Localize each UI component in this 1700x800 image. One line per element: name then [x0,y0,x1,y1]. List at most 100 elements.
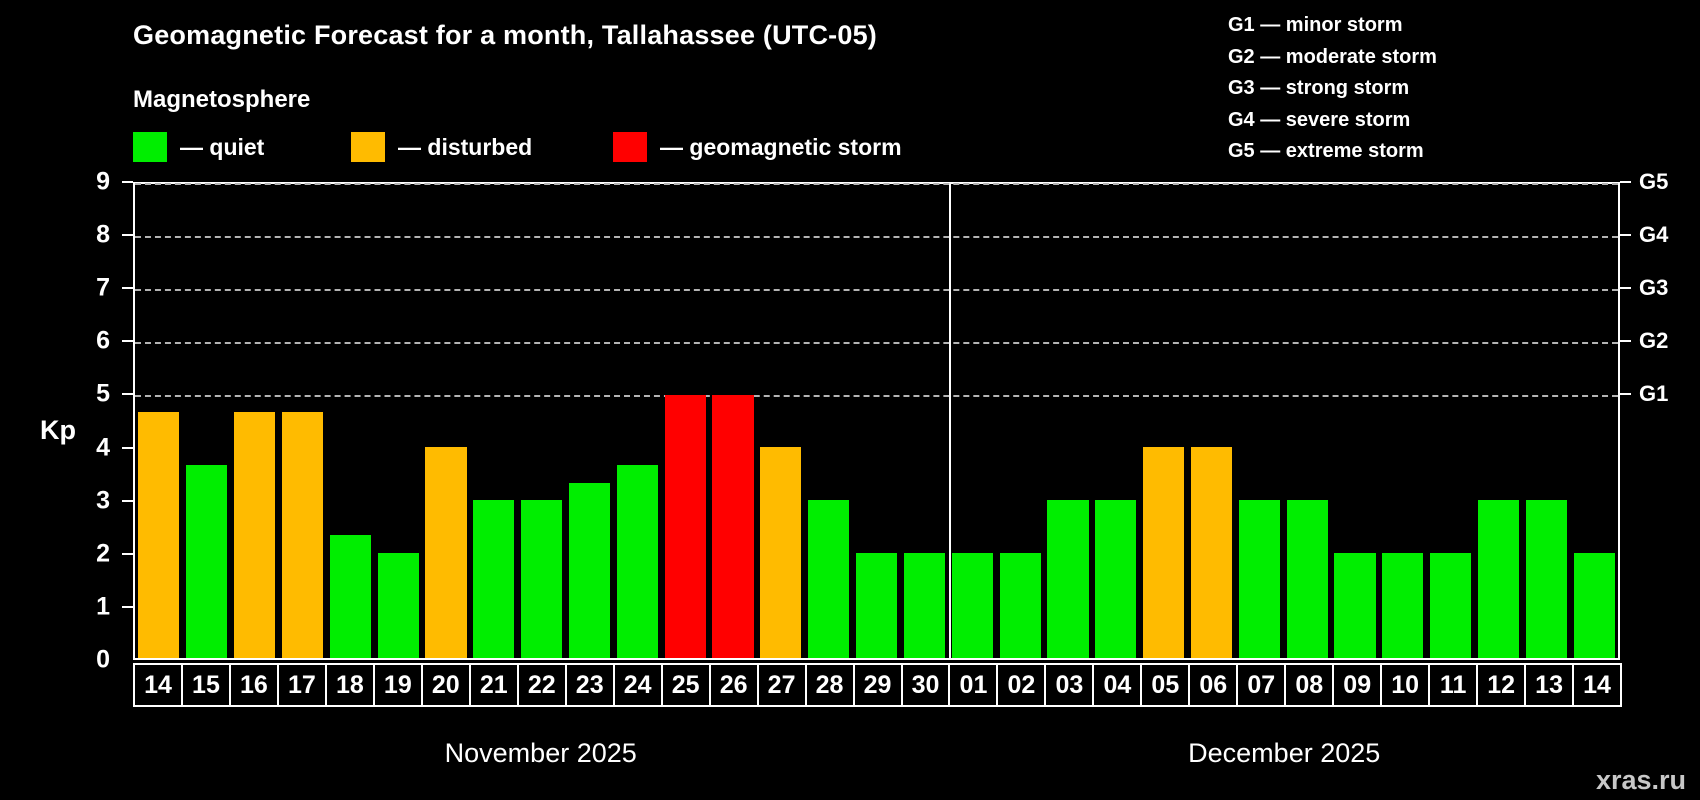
bar-cell [326,184,374,658]
date-label: 30 [911,670,940,699]
date-label: 23 [575,670,604,699]
date-label: 06 [1199,670,1228,699]
bar-cell [613,184,661,658]
date-cell-26: 26 [708,663,759,707]
g-label-G3: G3 [1639,275,1669,301]
y-tick-1 [122,605,133,608]
y-tick-label-0: 0 [96,645,110,674]
month-separator [949,184,952,658]
date-label: 13 [1535,670,1563,699]
bar-nov-17 [281,412,324,658]
bar-nov-25 [664,394,706,658]
gridline-kp-8 [135,236,1618,239]
legend-item-quiet: — quiet [133,130,264,164]
date-label: 01 [959,670,988,699]
y-tick-9 [122,181,133,183]
y-tick-label-9: 9 [96,167,110,196]
date-label: 12 [1487,670,1516,699]
g-label-G2: G2 [1639,328,1669,354]
date-cell-10: 10 [1380,663,1431,707]
date-axis: 14 15 16 17 18 19 20 21 22 23 24 25 26 27 28 29 30 01 02 03… [133,663,1623,707]
y-tick-label-2: 2 [96,539,110,568]
date-cell-12: 12 [1476,663,1527,707]
date-cell-02: 02 [996,663,1047,707]
bar-nov-28 [808,500,850,658]
g-scale-row-1: G1 — minor storm [1228,14,1403,36]
g-tick-G2 [1620,340,1631,343]
bar-nov-16 [234,412,276,658]
bar-nov-27 [760,447,802,658]
g-label-G4: G4 [1639,222,1669,248]
bar-cell [805,184,853,658]
date-label: 22 [527,670,556,699]
bar-dec-09 [1334,552,1376,658]
bar-nov-20 [425,447,467,658]
date-label: 17 [287,670,316,699]
g-scale-row-3: G3 — strong storm [1228,77,1410,99]
bar-nov-14 [138,412,180,658]
g-scale-row-2: G2 — moderate storm [1228,45,1437,68]
bar-nov-24 [616,464,658,658]
g-tick-G3 [1620,287,1631,290]
date-cell-23: 23 [564,663,615,707]
bar-nov-26 [712,394,754,658]
date-cell-04: 04 [1092,663,1143,707]
date-cell-08: 08 [1284,663,1335,707]
date-label: 26 [719,670,748,699]
bar-dec-14 [1573,552,1615,658]
date-label: 19 [383,670,412,699]
date-label: 27 [767,670,796,699]
gridline-kp-6 [135,342,1618,345]
bar-series [135,184,1618,658]
y-tick-3 [122,499,133,502]
date-cell-20: 20 [420,663,471,707]
bar-cell [374,184,422,658]
bar-cell [279,184,327,658]
g-tick-G1 [1620,393,1631,396]
g-label-G5: G5 [1639,169,1669,194]
bar-dec-04 [1095,500,1137,658]
legend-label-quiet: — quiet [180,133,265,160]
bar-cell [183,184,231,658]
month-label: December 2025 [1188,738,1381,768]
date-cell-16: 16 [228,663,279,707]
bar-cell [566,184,614,658]
date-cell-29: 29 [852,663,903,707]
date-label: 15 [192,670,220,699]
bar-dec-13 [1525,500,1567,658]
date-cell-03: 03 [1044,663,1095,707]
bar-cell [422,184,470,658]
bar-cell [901,184,949,658]
date-cell-25: 25 [660,663,711,707]
date-cell-24: 24 [612,663,663,707]
y-tick-6 [122,340,133,343]
bar-cell [1283,184,1331,658]
date-label: 14 [144,670,172,699]
date-cell-06: 06 [1188,663,1239,707]
bar-dec-02 [999,552,1041,658]
bar-cell [1379,184,1427,658]
legend-item-disturbed: — disturbed [351,130,532,164]
date-cell-27: 27 [756,663,807,707]
bar-cell [709,184,757,658]
bar-dec-03 [1047,500,1089,658]
y-tick-7 [122,287,133,290]
date-label: 08 [1295,670,1324,699]
bar-nov-18 [329,535,371,658]
date-cell-07: 07 [1236,663,1287,707]
bar-cell [1522,184,1570,658]
date-cell-19: 19 [372,663,423,707]
bar-dec-07 [1238,500,1280,658]
bar-dec-01 [951,552,993,658]
bar-cell [1331,184,1379,658]
date-label: 14 [1583,670,1611,699]
bar-cell [1188,184,1236,658]
bar-nov-23 [568,482,611,658]
g-label-G1: G1 [1639,381,1669,407]
bar-dec-05 [1143,447,1185,658]
date-label: 21 [479,670,508,699]
date-cell-13: 13 [1524,663,1575,707]
bar-nov-22 [521,500,563,658]
date-label: 09 [1343,670,1372,699]
date-label: 05 [1151,670,1180,699]
